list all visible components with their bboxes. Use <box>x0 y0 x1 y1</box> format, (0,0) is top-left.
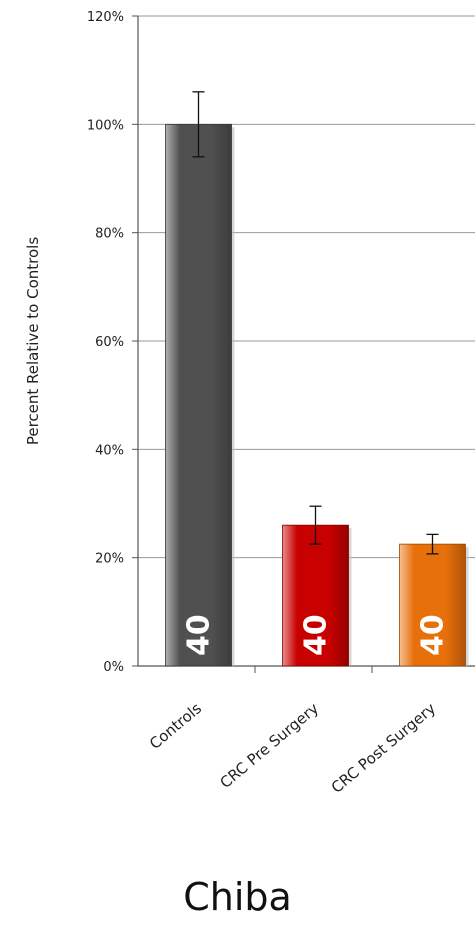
y-tick-label: 60% <box>95 335 124 350</box>
category-label: Controls <box>146 699 205 753</box>
y-tick-label: 20% <box>95 552 124 567</box>
y-tick-label: 120% <box>87 10 124 25</box>
y-tick-label: 80% <box>95 227 124 242</box>
category-label: CRC Post Surgery <box>328 699 439 797</box>
bar-value-label: 40 <box>416 614 451 656</box>
y-tick-label: 0% <box>103 660 124 675</box>
y-tick-label: 40% <box>95 443 124 458</box>
y-axis-title: Percent Relative to Controls <box>24 237 42 446</box>
bar <box>165 123 232 667</box>
category-label: CRC Pre Surgery <box>216 699 322 792</box>
bar-value-label: 40 <box>299 614 334 656</box>
bar <box>282 524 349 667</box>
chart-title: Chiba <box>183 875 292 919</box>
bar-value-label: 40 <box>182 614 217 656</box>
bar <box>399 543 466 667</box>
y-tick-label: 100% <box>87 118 124 133</box>
